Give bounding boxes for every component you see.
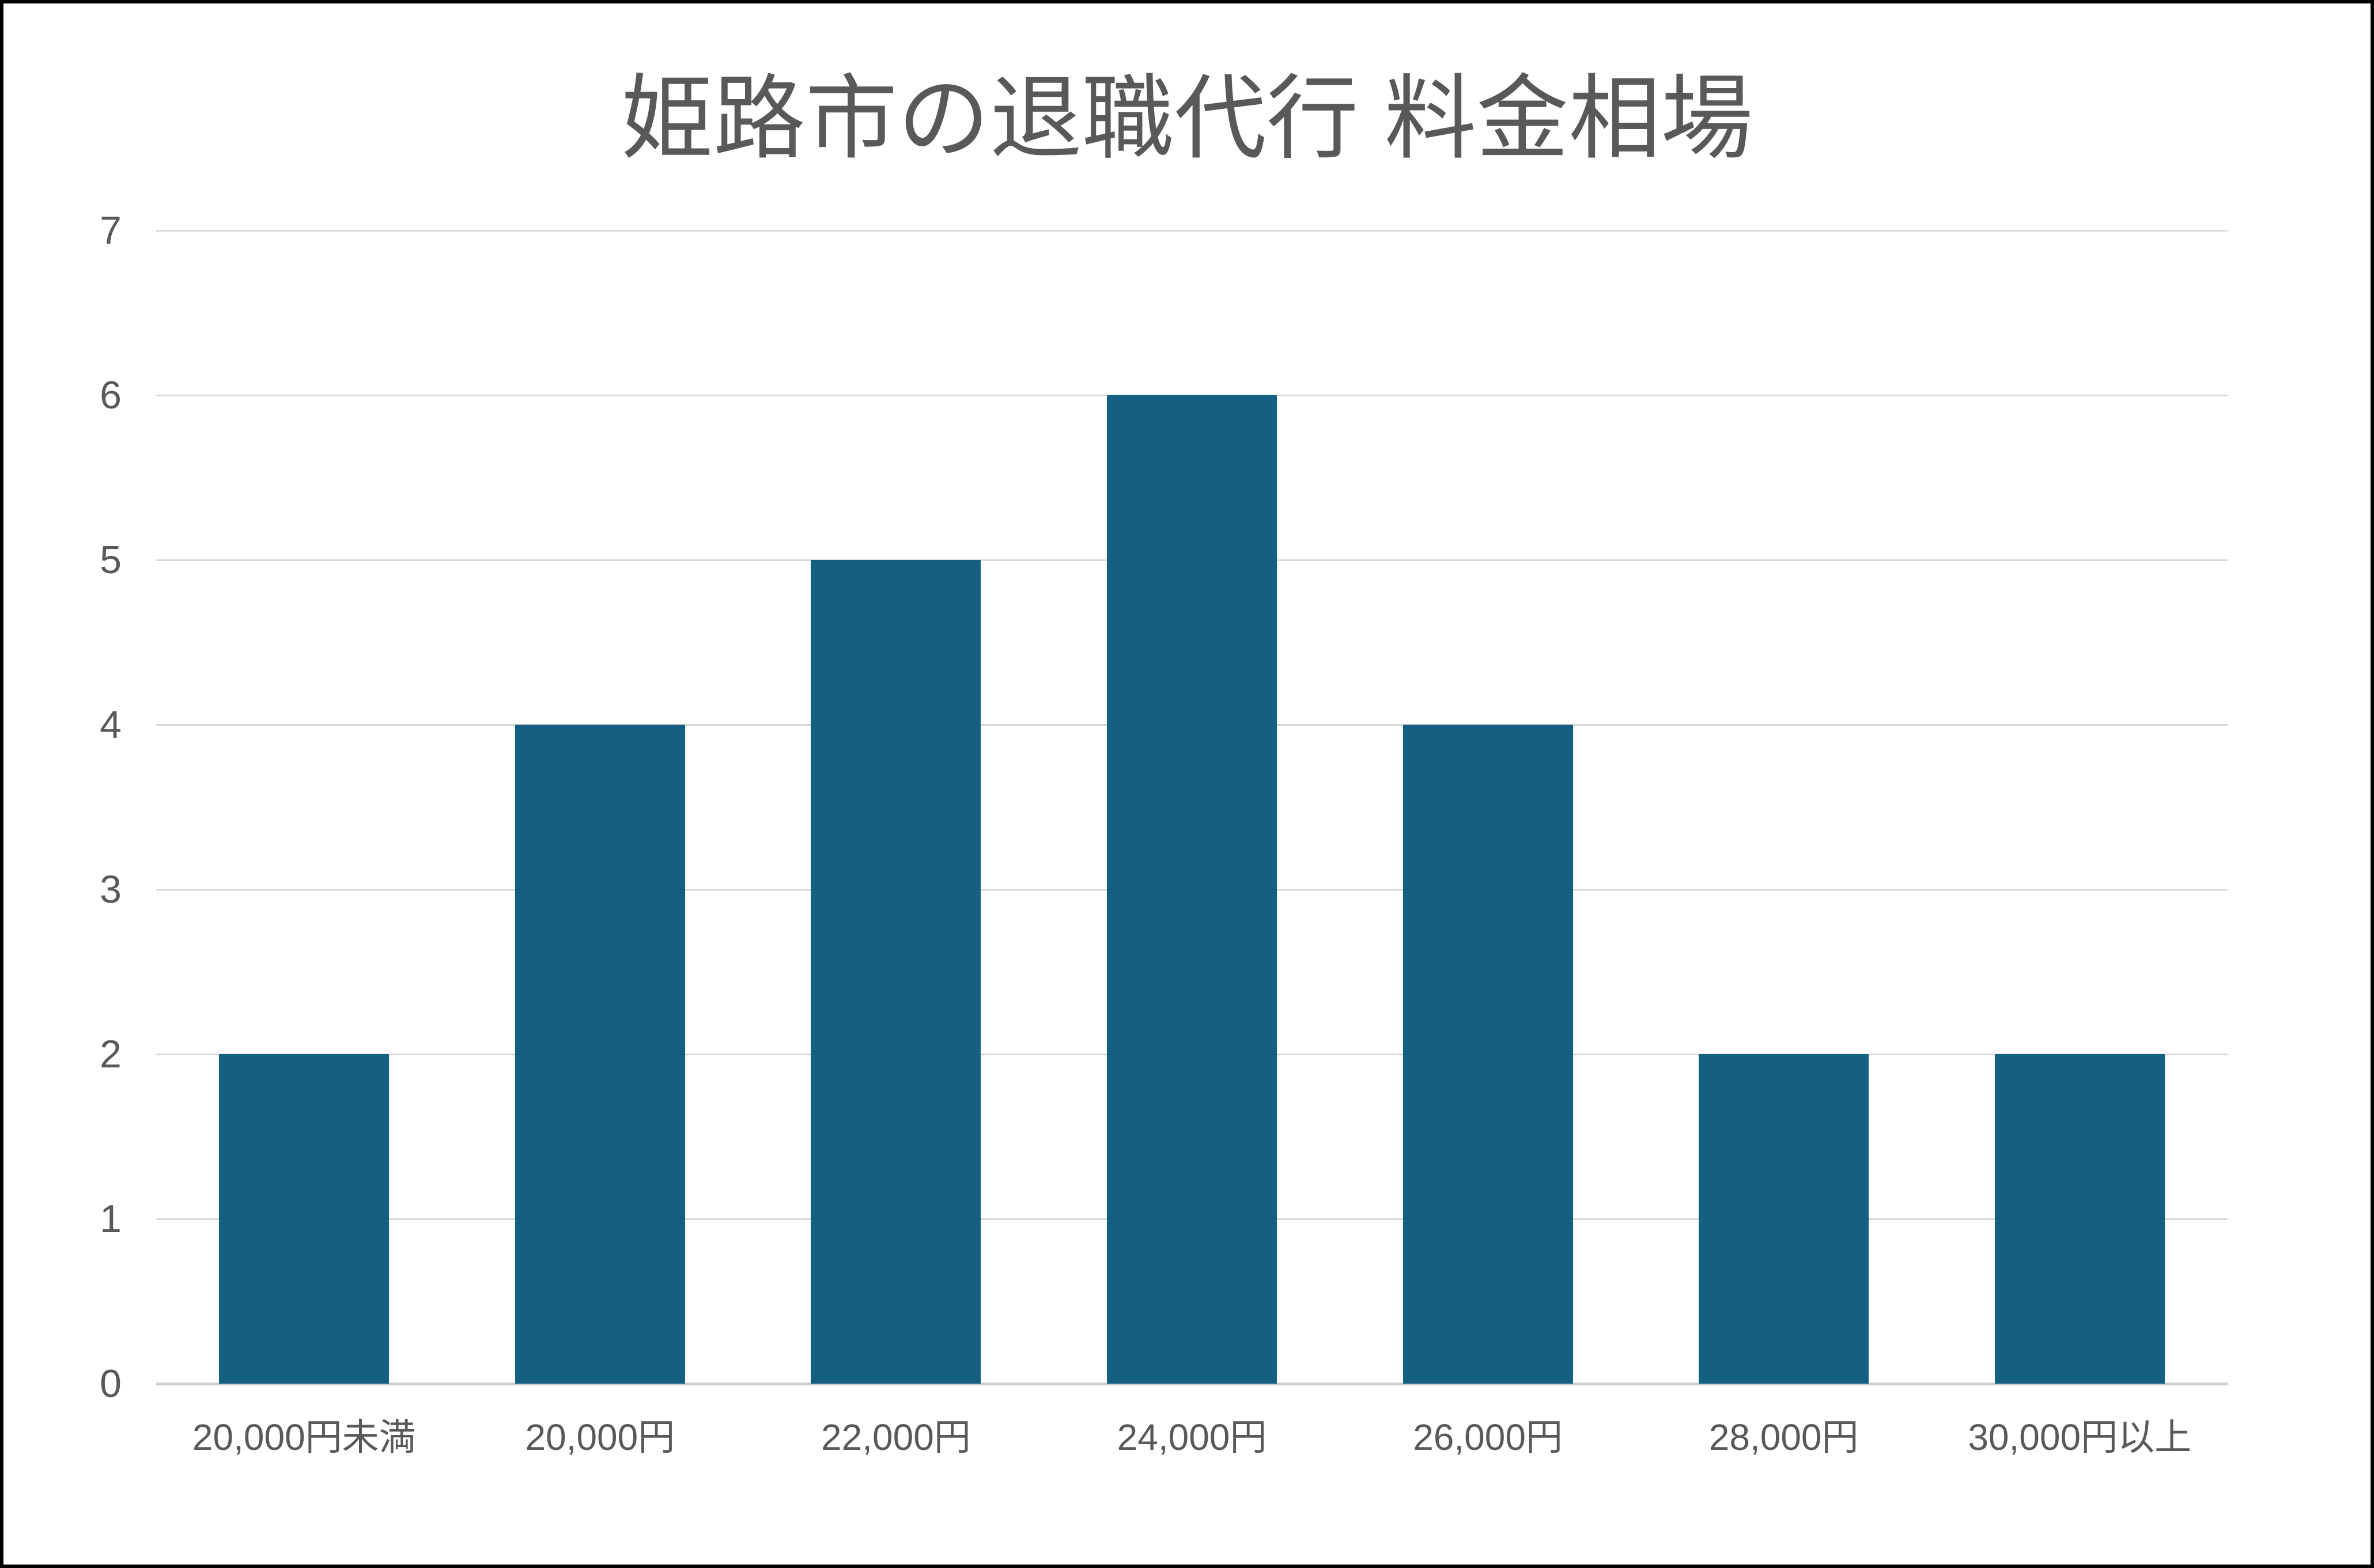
- y-tick-label-5: 5: [100, 538, 122, 582]
- bar-24,000円: [1107, 395, 1277, 1384]
- bar-30,000円以上: [1994, 1054, 2165, 1384]
- bar-28,000円: [1699, 1054, 1869, 1384]
- plot-area: [156, 230, 2228, 1385]
- x-category-label-24,000円: 24,000円: [1117, 1416, 1267, 1458]
- x-category-label-20,000円未満: 20,000円未満: [192, 1416, 416, 1458]
- x-category-label-30,000円以上: 30,000円以上: [1968, 1416, 2192, 1458]
- y-tick-label-0: 0: [100, 1362, 122, 1406]
- bar-26,000円: [1403, 725, 1573, 1384]
- x-category-label-22,000円: 22,000円: [821, 1416, 971, 1458]
- bar-20,000円: [515, 725, 685, 1384]
- x-category-label-26,000円: 26,000円: [1413, 1416, 1563, 1458]
- y-tick-label-3: 3: [100, 868, 122, 911]
- gridline-y-7: [156, 230, 2228, 232]
- bar-22,000円: [811, 560, 981, 1384]
- y-tick-label-6: 6: [100, 373, 122, 417]
- y-tick-label-2: 2: [100, 1032, 122, 1076]
- y-tick-label-7: 7: [100, 209, 122, 252]
- bar-20,000円未満: [219, 1054, 390, 1384]
- gridline-y-0: [156, 1383, 2228, 1385]
- x-category-label-28,000円: 28,000円: [1708, 1416, 1859, 1458]
- x-category-label-20,000円: 20,000円: [525, 1416, 675, 1458]
- y-tick-label-4: 4: [100, 703, 122, 747]
- chart-title: 姫路市の退職代行 料金相場: [621, 67, 1753, 170]
- y-tick-label-1: 1: [100, 1197, 122, 1241]
